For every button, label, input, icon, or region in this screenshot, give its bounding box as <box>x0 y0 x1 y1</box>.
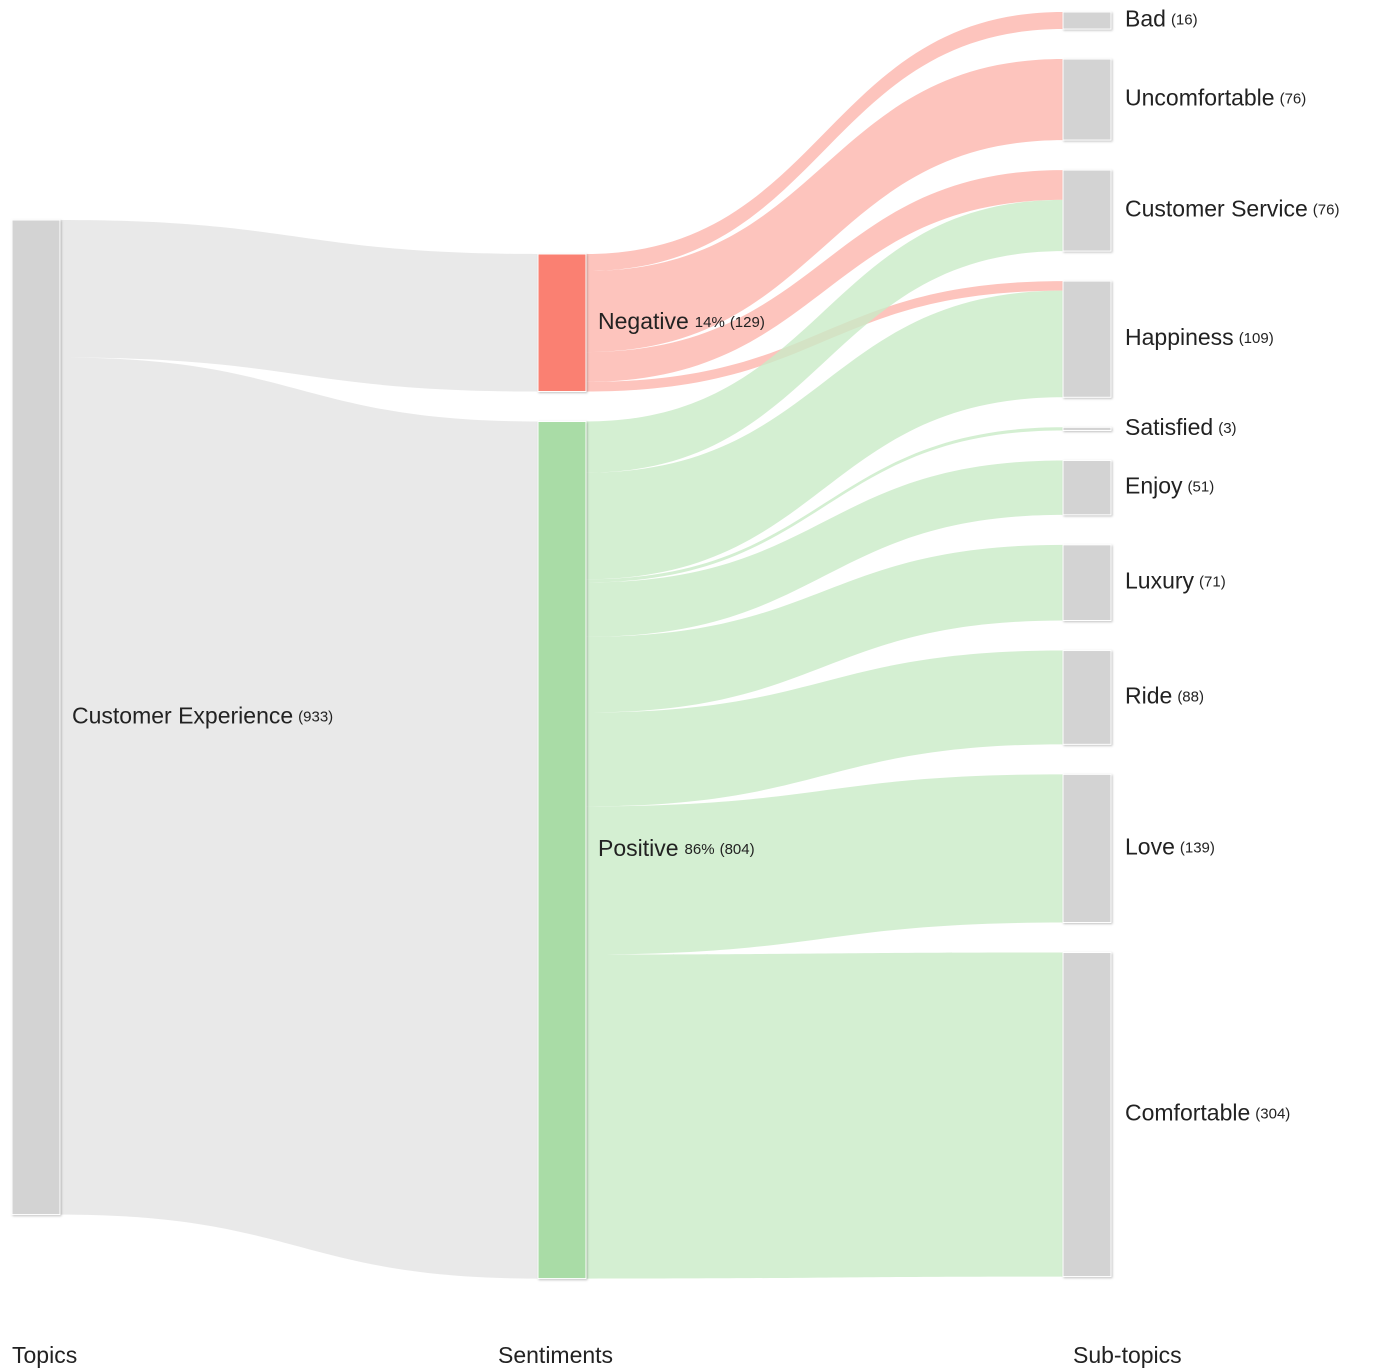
node-label: Love (139) <box>1125 834 1215 860</box>
link <box>586 650 1063 807</box>
link <box>586 427 1063 583</box>
nodes <box>11 11 1112 1280</box>
column-header: Sentiments <box>498 1342 613 1368</box>
node-label: Customer Service (76) <box>1125 196 1339 222</box>
node-name: Positive <box>598 835 679 861</box>
column-header: Sub-topics <box>1073 1342 1182 1368</box>
node-label: Satisfied (3) <box>1125 414 1237 440</box>
link <box>586 59 1063 353</box>
node-name: Ride <box>1125 683 1172 709</box>
node-label: Luxury (71) <box>1125 568 1226 594</box>
node-name: Luxury <box>1125 568 1195 594</box>
node <box>1062 773 1112 924</box>
link <box>586 170 1063 382</box>
link <box>586 544 1063 713</box>
link <box>586 774 1063 955</box>
node <box>1062 459 1112 516</box>
node-count: (804) <box>720 841 755 858</box>
node <box>1062 952 1112 1278</box>
node-count: (76) <box>1280 91 1307 108</box>
link <box>586 952 1063 1279</box>
node <box>537 253 587 393</box>
labels: Customer Experience (933) Negative 14% (129)… <box>12 6 1339 1368</box>
node <box>1062 544 1112 622</box>
node-count: (304) <box>1255 1106 1290 1123</box>
link <box>586 12 1063 272</box>
node-label: Uncomfortable (76) <box>1125 85 1306 111</box>
node-count: (3) <box>1218 420 1236 437</box>
node-label: Bad (16) <box>1125 6 1198 32</box>
node-count: (139) <box>1180 839 1215 856</box>
node <box>1062 426 1112 431</box>
link <box>60 357 538 1279</box>
node-count: (109) <box>1239 330 1274 347</box>
node-count: (51) <box>1188 479 1215 496</box>
node-count: (76) <box>1313 202 1340 219</box>
node <box>11 219 61 1216</box>
node <box>1062 280 1112 398</box>
node <box>1062 650 1112 745</box>
link <box>586 199 1063 473</box>
node-name: Customer Service <box>1125 196 1308 222</box>
node-count: (71) <box>1199 574 1226 591</box>
node <box>1062 58 1112 141</box>
link <box>586 460 1063 637</box>
node <box>1062 11 1112 30</box>
node-count: (88) <box>1177 688 1204 705</box>
links <box>60 12 1063 1279</box>
node-name: Satisfied <box>1125 414 1213 440</box>
node-count: (933) <box>298 708 333 725</box>
link <box>586 290 1063 580</box>
node-label: Comfortable (304) <box>1125 1100 1290 1126</box>
node-label: Enjoy (51) <box>1125 473 1214 499</box>
node-label: Positive 86% (804) <box>598 835 755 861</box>
node-percent: 86% <box>685 841 715 858</box>
node <box>537 421 587 1280</box>
node-label: Customer Experience (933) <box>72 702 333 728</box>
node-count: (129) <box>730 314 765 331</box>
node-percent: 14% <box>695 314 725 331</box>
node-name: Comfortable <box>1125 1100 1250 1126</box>
node-name: Customer Experience <box>72 702 293 728</box>
node-name: Bad <box>1125 6 1166 32</box>
node-name: Love <box>1125 834 1175 860</box>
node-name: Enjoy <box>1125 473 1183 499</box>
node-label: Ride (88) <box>1125 683 1204 709</box>
node <box>1062 169 1112 252</box>
node-name: Happiness <box>1125 324 1234 350</box>
node-label: Happiness (109) <box>1125 324 1274 350</box>
node-name: Negative <box>598 308 689 334</box>
node-name: Uncomfortable <box>1125 85 1275 111</box>
node-count: (16) <box>1171 11 1198 28</box>
node-label: Negative 14% (129) <box>598 308 765 334</box>
column-header: Topics <box>12 1342 77 1368</box>
link <box>60 220 538 392</box>
